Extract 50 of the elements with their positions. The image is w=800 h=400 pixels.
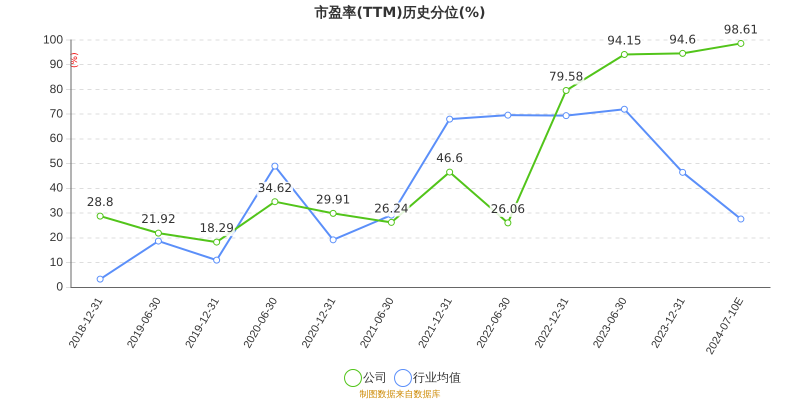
point [737,40,744,47]
point [388,218,395,226]
data-label: 79.58 [548,70,584,84]
data-label: 26.06 [490,202,526,216]
y-tick-label: 0 [56,280,64,294]
y-tick-label: 90 [50,57,64,72]
y-tick-label: 10 [50,254,64,269]
point [562,87,570,94]
point [737,216,744,223]
y-tick-label: 20 [50,230,64,244]
point [446,168,454,176]
point [562,112,570,120]
data-label: 34.62 [258,180,292,195]
legend-label: 行业均值 [413,370,461,384]
text: 制图数据来自数据库 [358,388,442,400]
data-label: 21.92 [141,212,176,226]
y-tick-label: 30 [50,205,64,220]
y-tick-label: 100 [42,32,64,46]
point [330,236,337,244]
data-label: 94.15 [607,34,642,48]
data-label: 98.61 [724,22,758,37]
legend-label: 公司 [363,370,387,384]
data-label: 46.6 [436,151,463,166]
y-tick-label: 50 [50,156,64,170]
y-tick-label: 80 [50,82,64,96]
y-tick-label: 40 [50,180,64,195]
point [213,256,220,264]
data-label: 28.8 [86,195,114,210]
point [504,112,512,119]
y-tick-label: 70 [50,106,64,121]
data-label: 29.91 [316,192,350,206]
point [96,212,104,220]
point [271,198,278,206]
point [330,210,337,217]
y-tick-label: 60 [50,131,64,146]
point [154,238,162,245]
point [620,106,628,113]
data-label: 26.24 [374,202,409,216]
point [679,50,686,57]
data-label: 18.29 [199,221,234,236]
point [620,50,628,58]
point [446,116,454,123]
point [271,162,278,170]
point [213,238,220,246]
point [504,219,512,226]
data-label: 94.6 [669,32,696,46]
point [154,230,162,237]
chart-title: 市盈率(TTM)历史分位(%) [314,4,486,22]
point [679,168,686,176]
point [96,276,104,283]
